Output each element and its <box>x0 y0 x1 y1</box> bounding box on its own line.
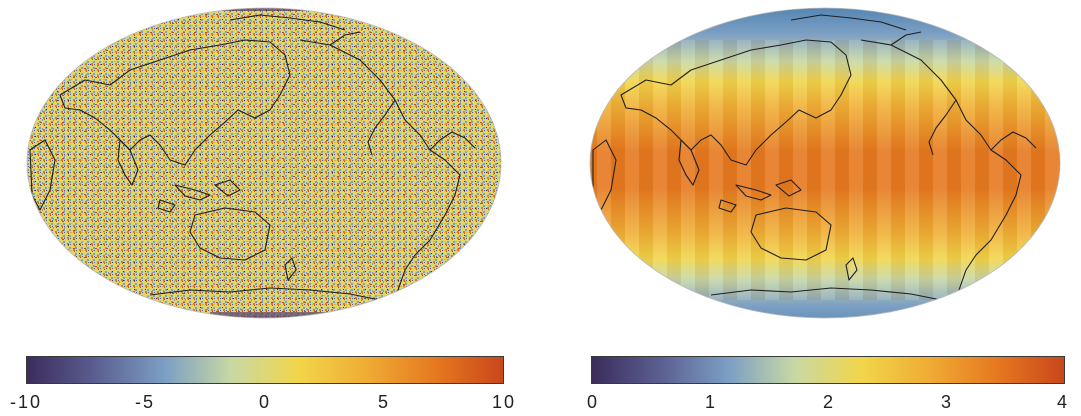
colorbar-tick: 1 <box>704 392 718 412</box>
map-smooth-field <box>589 7 1061 319</box>
colorbar-tick: 5 <box>377 392 391 412</box>
colorbar-left <box>26 356 504 384</box>
colorbar-tick: 0 <box>586 392 600 412</box>
map-noise-field <box>26 7 502 319</box>
map-panel-left: -10 -5 0 5 10 <box>0 0 540 416</box>
coastline-lines <box>29 14 476 301</box>
map-panel-right: 0 1 2 3 4 <box>541 0 1081 416</box>
colorbar-tick: -5 <box>134 392 156 412</box>
coastline-lines <box>592 14 1037 301</box>
colorbar-right <box>591 356 1065 384</box>
colorbar-tick: -10 <box>9 392 43 412</box>
colorbar-tick: 10 <box>491 392 517 412</box>
colorbar-tick: 2 <box>822 392 836 412</box>
colorbar-tick: 3 <box>940 392 954 412</box>
colorbar-tick: 4 <box>1056 392 1070 412</box>
colorbar-tick: 0 <box>258 392 272 412</box>
